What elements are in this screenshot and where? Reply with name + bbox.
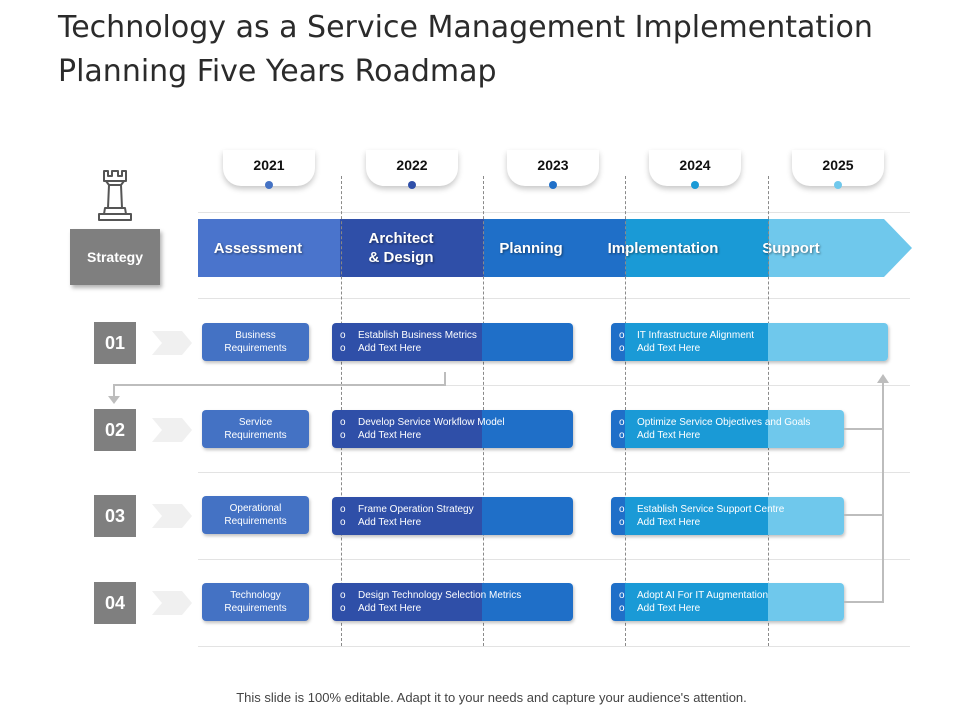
year-dot — [265, 181, 273, 189]
list-item: o Develop Service Workflow Model — [340, 417, 505, 428]
list-item: o Optimize Service Objectives and Goals — [619, 417, 811, 428]
chess-rook-icon — [98, 170, 132, 221]
divider — [198, 385, 910, 386]
footer-note: This slide is 100% editable. Adapt it to… — [236, 690, 747, 705]
list-item: o Add Text Here — [340, 517, 422, 528]
requirement-box-operational: Operational Requirements — [202, 496, 309, 534]
list-item: o Establish Service Support Centre — [619, 504, 785, 515]
list-item: o Add Text Here — [340, 430, 422, 441]
list-item: o Establish Business Metrics — [340, 330, 477, 341]
requirement-box-service: Service Requirements — [202, 410, 309, 448]
row-number-04: 04 — [94, 582, 136, 624]
task-bar-implementation: o Establish Service Support Centre o Add T… — [611, 497, 844, 535]
phase-support: Support — [762, 239, 820, 257]
list-item: o Frame Operation Strategy — [340, 504, 474, 515]
phase-planning: Planning — [499, 239, 563, 257]
year-dot — [691, 181, 699, 189]
divider — [198, 646, 910, 647]
phase-implementation: Implementation — [607, 239, 719, 257]
phase-architect-design: Architect & Design — [368, 230, 434, 266]
divider — [198, 212, 910, 213]
divider — [198, 559, 910, 560]
task-bar-design: o Design Technology Selection Metrics o Ad… — [332, 583, 573, 621]
task-bar-implementation: o IT Infrastructure Alignment o Add Text H… — [611, 323, 888, 361]
list-item: o Add Text Here — [340, 603, 422, 614]
year-2025: 2025 — [792, 150, 884, 186]
chevron-right-icon — [152, 331, 192, 355]
divider — [198, 298, 910, 299]
list-item: o Design Technology Selection Metrics — [340, 590, 522, 601]
title-line-1: Technology as a Service Management Imple… — [58, 10, 873, 45]
title-line-2: Planning Five Years Roadmap — [58, 54, 497, 89]
list-item: o Add Text Here — [340, 343, 422, 354]
task-bar-design: o Establish Business Metrics o Add Text He… — [332, 323, 573, 361]
requirement-box-business: Business Requirements — [202, 323, 309, 361]
row-number-03: 03 — [94, 495, 136, 537]
list-item: o Adopt AI For IT Augmentation — [619, 590, 769, 601]
year-dot — [408, 181, 416, 189]
list-item: o Add Text Here — [619, 430, 701, 441]
list-item: o Add Text Here — [619, 517, 701, 528]
task-bar-implementation: o Optimize Service Objectives and Goals o… — [611, 410, 844, 448]
list-item: o Add Text Here — [619, 603, 701, 614]
task-bar-implementation: o Adopt AI For IT Augmentation o Add Text … — [611, 583, 844, 621]
page-title: Technology as a Service Management Imple… — [58, 6, 918, 94]
year-2021: 2021 — [223, 150, 315, 186]
year-dot — [549, 181, 557, 189]
list-item: o IT Infrastructure Alignment — [619, 330, 755, 341]
phase-assessment: Assessment — [213, 239, 303, 257]
task-bar-design: o Develop Service Workflow Model o Add Tex… — [332, 410, 573, 448]
phase-band — [198, 219, 912, 277]
year-2023: 2023 — [507, 150, 599, 186]
requirement-box-technology: Technology Requirements — [202, 583, 309, 621]
chevron-right-icon — [152, 591, 192, 615]
divider — [198, 472, 910, 473]
row-number-01: 01 — [94, 322, 136, 364]
year-2024: 2024 — [649, 150, 741, 186]
year-dot — [834, 181, 842, 189]
chevron-right-icon — [152, 418, 192, 442]
task-bar-design: o Frame Operation Strategy o Add Text Here — [332, 497, 573, 535]
list-item: o Add Text Here — [619, 343, 701, 354]
strategy-label: Strategy — [70, 229, 160, 285]
year-2022: 2022 — [366, 150, 458, 186]
chevron-right-icon — [152, 504, 192, 528]
row-number-02: 02 — [94, 409, 136, 451]
